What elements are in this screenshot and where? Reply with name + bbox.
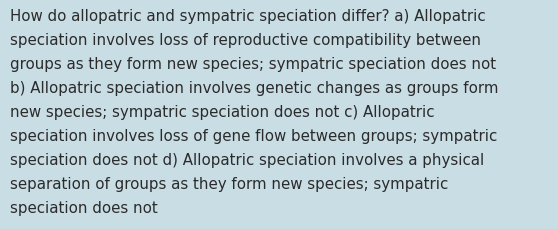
Text: speciation involves loss of reproductive compatibility between: speciation involves loss of reproductive…: [10, 33, 481, 48]
Text: speciation involves loss of gene flow between groups; sympatric: speciation involves loss of gene flow be…: [10, 128, 497, 143]
Text: speciation does not d) Allopatric speciation involves a physical: speciation does not d) Allopatric specia…: [10, 152, 484, 167]
Text: b) Allopatric speciation involves genetic changes as groups form: b) Allopatric speciation involves geneti…: [10, 81, 498, 95]
Text: How do allopatric and sympatric speciation differ? a) Allopatric: How do allopatric and sympatric speciati…: [10, 9, 485, 24]
Text: separation of groups as they form new species; sympatric: separation of groups as they form new sp…: [10, 176, 448, 191]
Text: groups as they form new species; sympatric speciation does not: groups as they form new species; sympatr…: [10, 57, 496, 72]
Text: speciation does not: speciation does not: [10, 200, 158, 215]
Text: new species; sympatric speciation does not c) Allopatric: new species; sympatric speciation does n…: [10, 104, 435, 119]
